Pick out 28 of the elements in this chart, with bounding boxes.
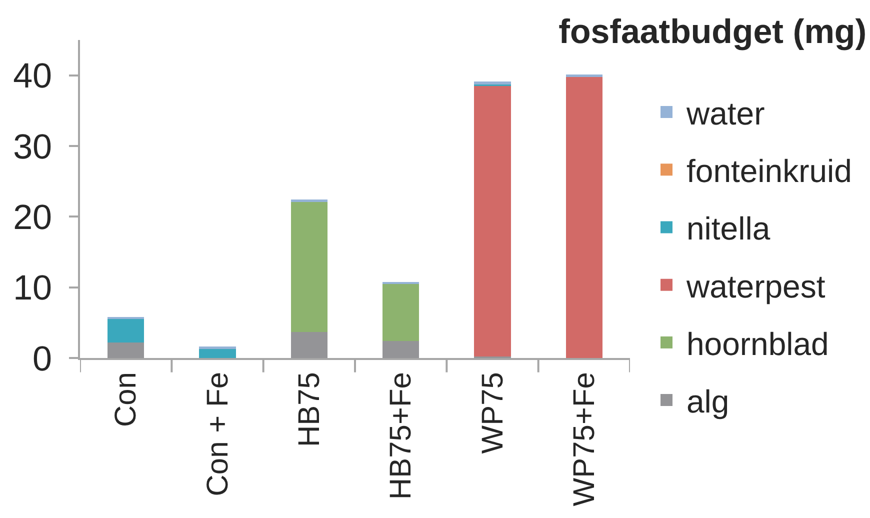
bar bbox=[474, 82, 511, 85]
y-tick-label: 30 bbox=[13, 127, 52, 166]
bar bbox=[290, 202, 328, 332]
x-tick-label: WP75 bbox=[476, 372, 510, 454]
y-tick-label: 0 bbox=[32, 339, 52, 378]
bar bbox=[108, 318, 144, 342]
bar bbox=[474, 86, 511, 357]
x-tick-label: Con bbox=[110, 372, 143, 428]
bar bbox=[290, 332, 328, 358]
legend-label: alg bbox=[686, 384, 730, 420]
bar bbox=[108, 342, 144, 358]
y-tick-label: 10 bbox=[13, 268, 52, 308]
y-tick-label: 20 bbox=[13, 198, 52, 237]
text: fosfaatbudget (mg) bbox=[558, 12, 867, 51]
x-tick-label: Con + Fe bbox=[201, 372, 234, 496]
legend-label: waterpest bbox=[686, 268, 826, 304]
bar bbox=[566, 76, 602, 358]
y-tick-label: 40 bbox=[13, 56, 52, 96]
legend-label: hoornblad bbox=[686, 326, 829, 362]
bar bbox=[199, 348, 236, 358]
x-tick-label: HB75+Fe bbox=[384, 372, 418, 500]
legend-label: water bbox=[686, 96, 766, 132]
legend-label: nitella bbox=[686, 210, 770, 247]
bar bbox=[382, 341, 420, 358]
x-tick-label: WP75+Fe bbox=[568, 372, 601, 506]
x-tick-label: HB75 bbox=[292, 372, 326, 448]
legend-label: fonteinkruid bbox=[686, 153, 852, 190]
bar bbox=[382, 284, 420, 342]
